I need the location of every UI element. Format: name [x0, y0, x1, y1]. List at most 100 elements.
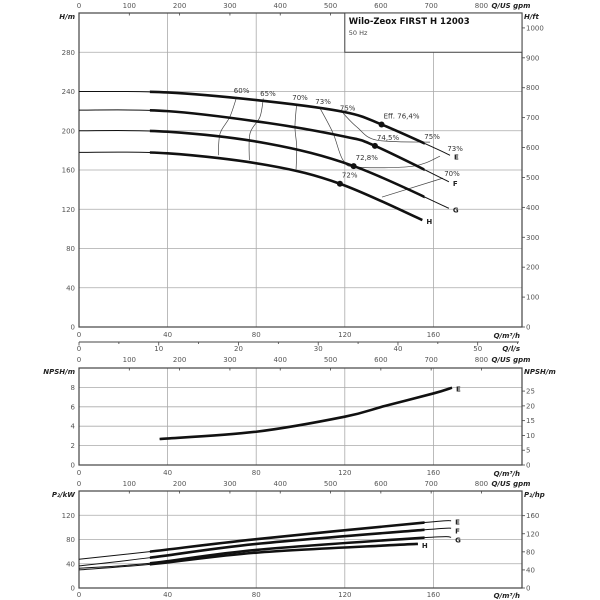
operating-point-F — [371, 142, 378, 149]
x-top-tick-label: 400 — [274, 480, 287, 488]
x-axis-label: Q/m³/h — [494, 592, 520, 600]
x-top-tick-label: 100 — [123, 480, 136, 488]
curve-F — [149, 108, 425, 172]
x-tick-label: 0 — [77, 331, 81, 339]
y-right-tick-label: 10 — [526, 432, 535, 440]
ls-tick-label: 20 — [234, 345, 243, 353]
x-top-tick-label: 600 — [374, 2, 387, 10]
y-tick-label: 160 — [62, 167, 75, 175]
y-right-tick-label: 900 — [526, 54, 539, 62]
y-tick-label: 0 — [71, 324, 75, 332]
x-top-tick-label: 300 — [223, 356, 236, 364]
y-right-tick-label: 0 — [526, 324, 530, 332]
x-top-tick-label: 500 — [324, 356, 337, 364]
y-tick-label: 40 — [66, 560, 75, 568]
curve-F — [149, 528, 425, 559]
y-tick-label: 0 — [71, 585, 75, 593]
x-top-tick-label: 200 — [173, 480, 186, 488]
x-axis-label: Q/m³/h — [494, 332, 520, 340]
efficiency-contour — [217, 96, 238, 156]
y-right-tick-label: 25 — [526, 388, 535, 396]
curve-E — [149, 521, 425, 553]
ls-tick-label: 40 — [393, 345, 402, 353]
plot-frame — [78, 12, 523, 328]
efficiency-label: 73% — [315, 98, 331, 106]
y-right-tick-label: 5 — [526, 447, 530, 455]
title-box — [344, 12, 523, 53]
efficiency-label: 70% — [444, 170, 460, 178]
x-top-tick-label: 500 — [324, 480, 337, 488]
y-right-tick-label: 800 — [526, 84, 539, 92]
x-top-axis-label: Q/US gpm — [491, 2, 530, 10]
y-tick-label: 80 — [66, 536, 75, 544]
y-right-tick-label: 1000 — [526, 24, 544, 32]
efficiency-contour — [342, 112, 431, 143]
x-tick-label: 120 — [338, 331, 351, 339]
curve-G — [149, 129, 425, 199]
y-right-tick-label: 120 — [526, 530, 539, 538]
x-tick-label: 0 — [77, 591, 81, 599]
y-right-tick-label: 80 — [526, 548, 535, 556]
x-tick-label: 40 — [163, 469, 172, 477]
ls-tick-label: 50 — [473, 345, 482, 353]
operating-point-H — [336, 180, 343, 187]
x-top-tick-label: 700 — [424, 480, 437, 488]
y-tick-label: 2 — [71, 442, 75, 450]
x-tick-label: 160 — [427, 331, 440, 339]
curve-H — [149, 151, 423, 222]
y-right-axis-label: H/ft — [524, 13, 539, 21]
y-right-tick-label: 500 — [526, 174, 539, 182]
efficiency-label: 70% — [292, 94, 308, 102]
y-tick-label: 80 — [66, 245, 75, 253]
operating-point-label: 74,5% — [377, 134, 400, 142]
x-top-tick-label: 200 — [173, 2, 186, 10]
y-right-tick-label: 300 — [526, 234, 539, 242]
operating-point-label: 72,8% — [356, 154, 379, 162]
panel-power — [78, 490, 525, 589]
y-right-axis-label: P₂/hp — [524, 491, 545, 499]
curve-label-H: H — [422, 542, 428, 550]
curve-F-thin — [78, 109, 450, 183]
curve-label-G: G — [453, 206, 459, 214]
curve-label-F: F — [453, 180, 458, 188]
efficiency-contour — [294, 103, 298, 170]
y-tick-label: 6 — [71, 403, 76, 411]
y-right-tick-label: 600 — [526, 144, 539, 152]
x-tick-label: 0 — [77, 469, 81, 477]
y-tick-label: 120 — [62, 512, 75, 520]
y-right-tick-label: 100 — [526, 294, 539, 302]
y-axis-label: NPSH/m — [43, 368, 75, 376]
efficiency-label: 75% — [340, 104, 356, 112]
x-tick-label: 80 — [252, 331, 261, 339]
x-top-tick-label: 300 — [223, 2, 236, 10]
curve-H — [149, 542, 418, 566]
operating-point-G — [350, 163, 357, 170]
curve-H-thin — [78, 543, 418, 571]
x-top-tick-label: 100 — [123, 2, 136, 10]
efficiency-label: 60% — [234, 87, 250, 95]
x-tick-label: 40 — [163, 331, 172, 339]
y-tick-label: 40 — [66, 284, 75, 292]
y-tick-label: 280 — [62, 49, 75, 57]
ls-tick-label: 0 — [77, 345, 81, 353]
y-right-tick-label: 160 — [526, 512, 539, 520]
efficiency-contour — [248, 98, 264, 161]
x-tick-label: 120 — [338, 469, 351, 477]
x-top-axis-label: Q/US gpm — [491, 356, 530, 364]
y-tick-label: 200 — [62, 127, 75, 135]
efficiency-contour — [381, 177, 444, 198]
x-top-tick-label: 600 — [374, 356, 387, 364]
x-top-tick-label: 700 — [424, 2, 437, 10]
y-tick-label: 8 — [71, 384, 75, 392]
y-right-tick-label: 20 — [526, 402, 535, 410]
x-top-tick-label: 300 — [223, 480, 236, 488]
x-tick-label: 40 — [163, 591, 172, 599]
y-tick-label: 120 — [62, 206, 75, 214]
x-top-tick-label: 0 — [77, 480, 81, 488]
x-top-tick-label: 0 — [77, 356, 81, 364]
x-top-tick-label: 800 — [475, 480, 488, 488]
x-top-tick-label: 200 — [173, 356, 186, 364]
x-top-tick-label: 800 — [475, 2, 488, 10]
operating-point-E — [378, 121, 385, 128]
